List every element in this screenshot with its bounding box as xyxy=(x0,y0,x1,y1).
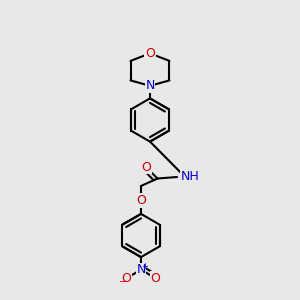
Text: +: + xyxy=(142,262,148,271)
Text: O: O xyxy=(136,194,146,207)
Text: N: N xyxy=(136,263,146,276)
Text: O: O xyxy=(122,272,131,285)
Text: NH: NH xyxy=(181,170,200,184)
Text: O: O xyxy=(151,272,160,285)
Text: −: − xyxy=(119,277,127,287)
Text: N: N xyxy=(145,79,155,92)
Text: O: O xyxy=(141,160,151,174)
Text: O: O xyxy=(145,47,155,60)
